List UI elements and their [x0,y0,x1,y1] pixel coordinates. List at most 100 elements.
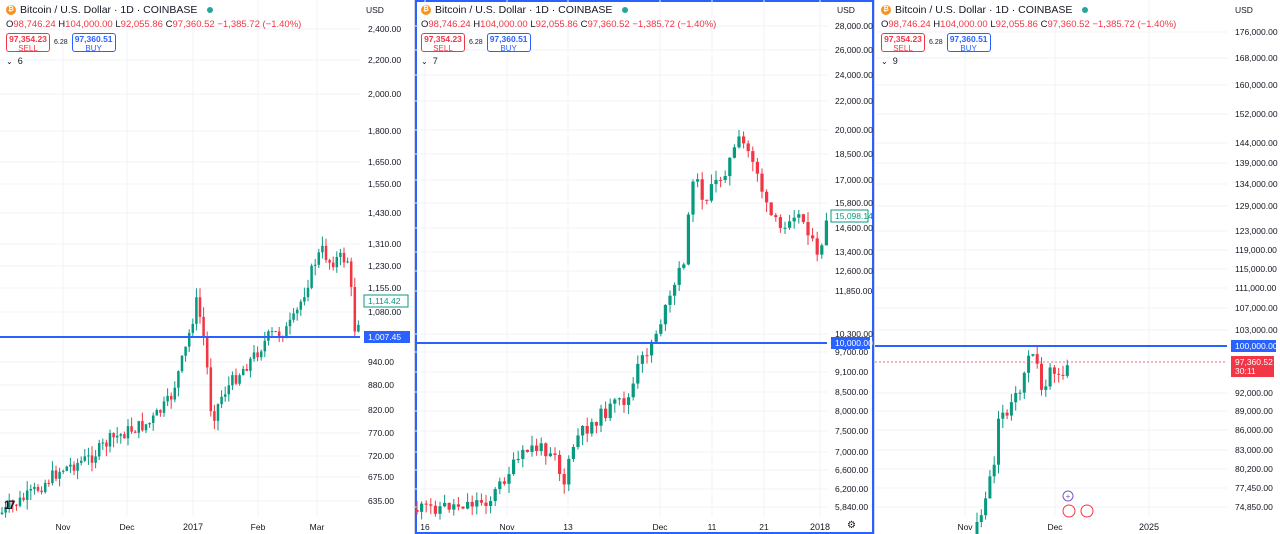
candle [90,455,94,463]
candle [335,256,339,268]
candle [177,371,180,388]
chart-pane-1[interactable]: 2,400.00 2,200.00 2,000.00 1,800.00 1,650.00… [0,0,414,534]
candle [151,415,155,423]
candle [709,184,714,201]
candle [613,399,617,404]
candle [741,136,746,144]
candle [640,355,645,364]
candle [169,395,173,400]
spread-value: 6.28 [54,39,68,46]
level-price-tag [364,331,410,343]
symbol-title[interactable]: Bitcoin / U.S. Dollar · 1D · COINBASE [20,4,198,16]
candle [36,486,40,491]
candle [83,456,87,461]
candle [0,512,4,514]
candle [571,447,576,459]
symbol-title[interactable]: Bitcoin / U.S. Dollar · 1D · COINBASE [895,4,1073,16]
level-price-tag-text: 10,000.00 [835,338,873,348]
time-axis-label: 2017 [183,522,203,532]
price-scale-label: 675.00 [368,472,394,482]
price-scale-label: 7,500.00 [835,426,868,436]
candle [256,352,259,358]
indicators-toggle[interactable]: ⌄ 9 [881,56,898,66]
candle [594,422,599,426]
candle [806,222,810,236]
buy-button[interactable]: 97,360.51 BUY [486,33,531,53]
currency-label[interactable]: USD [1231,4,1257,16]
candle [313,264,317,266]
currency-label[interactable]: USD [833,4,859,16]
indicators-toggle[interactable]: ⌄ 7 [421,56,438,66]
candle [58,471,61,479]
candle [475,500,479,507]
price-scale-label: 5,840.00 [835,502,868,512]
candle [1035,354,1039,364]
candle [617,398,622,400]
candlestick-chart-3[interactable]: 176,000.00 168,000.00 160,000.00 152,000.00… [875,0,1280,534]
price-scale-label: 168,000.00 [1235,53,1278,63]
candle [1018,392,1022,394]
price-scale-label: 77,450.00 [1235,483,1273,493]
candle [521,449,525,459]
candle [636,363,640,384]
us-flag-event-icon[interactable] [1062,504,1076,518]
price-scale-label: 26,000.00 [835,45,873,55]
bar-countdown-text: 30:11 [1235,366,1256,376]
time-axis-label: Dec [119,522,135,532]
candle [424,503,428,505]
sell-button[interactable]: 97,354.23 SELL [421,33,465,53]
level-price-tag-text: 1,007.45 [368,332,401,342]
price-scale-label: 6,200.00 [835,484,868,494]
price-scale-label: 103,000.00 [1235,325,1278,335]
spread-value: 6.28 [469,39,483,46]
candle [133,431,137,433]
candle [539,443,543,452]
tradingview-logo-icon[interactable]: 17 [4,498,15,512]
price-scale-label: 111,000.00 [1235,283,1277,293]
candle [29,489,33,491]
current-price-tag-text: 1,114.42 [368,296,401,306]
time-axis-label: Mar [310,522,325,532]
candlestick-chart-2[interactable]: 28,000.00 26,000.00 24,000.00 22,000.00 20,0… [415,0,874,534]
currency-label[interactable]: USD [362,4,388,16]
candle [695,179,700,182]
symbol-title[interactable]: Bitcoin / U.S. Dollar · 1D · COINBASE [435,4,613,16]
candle [787,221,792,228]
sell-button[interactable]: 97,354.23 SELL [881,33,925,53]
buy-button[interactable]: 97,360.51 BUY [71,33,116,53]
time-axis-label: Nov [55,522,71,532]
indicators-toggle[interactable]: ⌄ 6 [6,56,23,66]
settings-gear-icon[interactable]: ⚙ [847,520,856,531]
us-flag-event-icon[interactable] [1080,504,1094,518]
price-scale-label: 770.00 [368,428,394,438]
candle [433,505,438,514]
time-axis-label: Nov [957,522,973,532]
add-event-icon[interactable] [1062,490,1074,502]
candle [331,262,335,268]
chart-pane-3[interactable]: 176,000.00 168,000.00 160,000.00 152,000.00… [875,0,1280,534]
legend-3: ₿ Bitcoin / U.S. Dollar · 1D · COINBASE O… [881,4,1176,66]
candle [310,265,313,288]
candlestick-chart-1[interactable]: 2,400.00 2,200.00 2,000.00 1,800.00 1,650.00… [0,0,414,534]
candle [700,179,704,200]
candle [148,422,151,425]
candle [234,375,238,384]
candle [645,355,649,357]
candle [288,319,292,327]
candle [723,176,727,181]
buy-button[interactable]: 97,360.51 BUY [946,33,991,53]
price-scale-label: 12,600.00 [835,266,873,276]
price-scale-label: 6,600.00 [835,465,868,475]
candle [557,454,562,474]
candle [764,191,769,203]
chevron-down-icon: ⌄ [421,56,428,66]
candle [112,433,115,438]
price-scale-label: 9,100.00 [835,367,868,377]
chart-pane-2[interactable]: 28,000.00 26,000.00 24,000.00 22,000.00 20,0… [415,0,874,534]
candle [649,341,654,356]
candle [306,287,310,298]
chevron-down-icon: ⌄ [6,56,13,66]
candle [774,215,778,218]
sell-button[interactable]: 97,354.23 SELL [6,33,50,53]
candle [810,235,815,239]
